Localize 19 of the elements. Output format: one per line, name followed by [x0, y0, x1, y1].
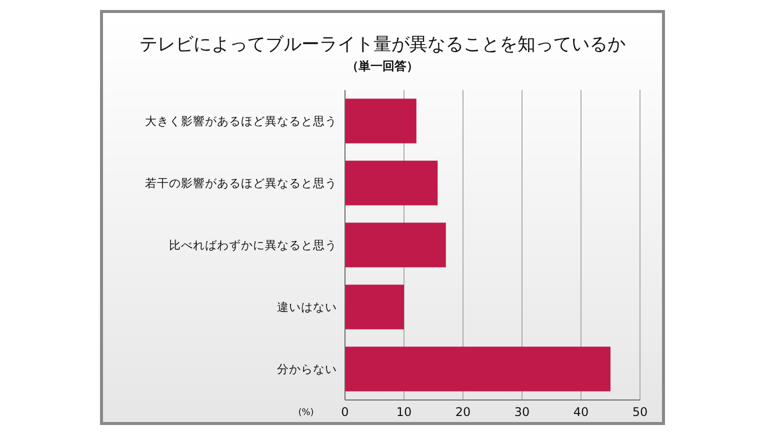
- bar: [345, 346, 610, 392]
- y-tick-label: 若干の影響があるほど異なると思う: [145, 176, 337, 190]
- x-tick-label: 50: [632, 405, 648, 419]
- chart-subtitle: （単一回答）: [346, 59, 418, 73]
- bar: [345, 222, 446, 268]
- x-tick-label: 40: [573, 405, 589, 419]
- y-tick-label: 大きく影響があるほど異なると思う: [145, 114, 337, 128]
- x-axis-title: (%): [298, 408, 314, 418]
- y-tick-label: 分からない: [277, 362, 337, 376]
- chart-title: テレビによってブルーライト量が異なることを知っているか: [140, 34, 626, 55]
- x-tick-label: 30: [514, 405, 530, 419]
- y-tick-label: 違いはない: [277, 300, 337, 314]
- x-tick-label: 20: [455, 405, 471, 419]
- y-tick-label: 比べればわずかに異なると思う: [169, 238, 337, 252]
- x-tick-label: 10: [396, 405, 412, 419]
- x-tick-label: 0: [341, 405, 349, 419]
- bar: [345, 160, 438, 206]
- bar: [345, 98, 416, 144]
- bar: [345, 284, 404, 330]
